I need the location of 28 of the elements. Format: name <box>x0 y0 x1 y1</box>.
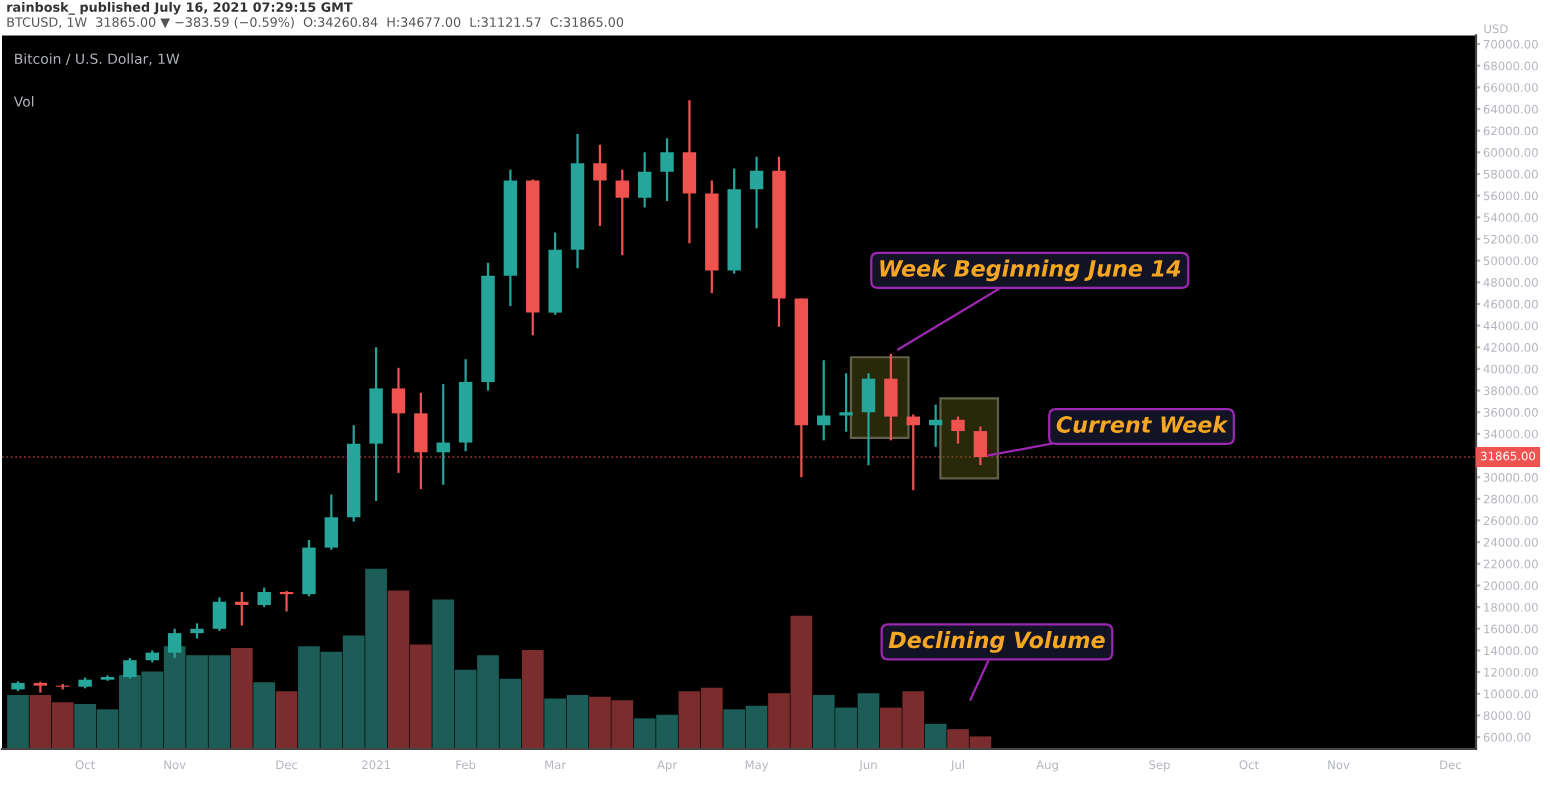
annotation: Current Week <box>1056 415 1229 433</box>
candlestick <box>749 155 764 230</box>
candlestick <box>839 372 853 433</box>
candlestick <box>615 168 630 257</box>
candlestick <box>660 137 674 203</box>
candlestick <box>279 589 294 613</box>
annotation: Declining Volume <box>888 631 1105 653</box>
bar <box>924 723 947 749</box>
candlestick <box>817 359 831 442</box>
bar <box>275 691 298 749</box>
candlestick <box>167 627 182 660</box>
bar <box>521 649 544 749</box>
candlestick <box>324 493 339 551</box>
candlestick <box>951 415 965 445</box>
candlestick <box>235 590 249 627</box>
candlestick <box>884 352 898 442</box>
candlestick <box>212 596 227 633</box>
candlestick <box>302 538 316 598</box>
candlestick <box>123 656 137 680</box>
candlestick <box>593 143 607 228</box>
candlestick <box>257 586 271 609</box>
bar <box>253 682 276 749</box>
annotation: Week Beginning June 14 <box>880 259 1181 282</box>
candlestick <box>682 99 697 245</box>
candlestick <box>861 372 876 467</box>
bar <box>7 694 29 749</box>
bar <box>230 648 253 749</box>
candlestick <box>637 151 652 209</box>
